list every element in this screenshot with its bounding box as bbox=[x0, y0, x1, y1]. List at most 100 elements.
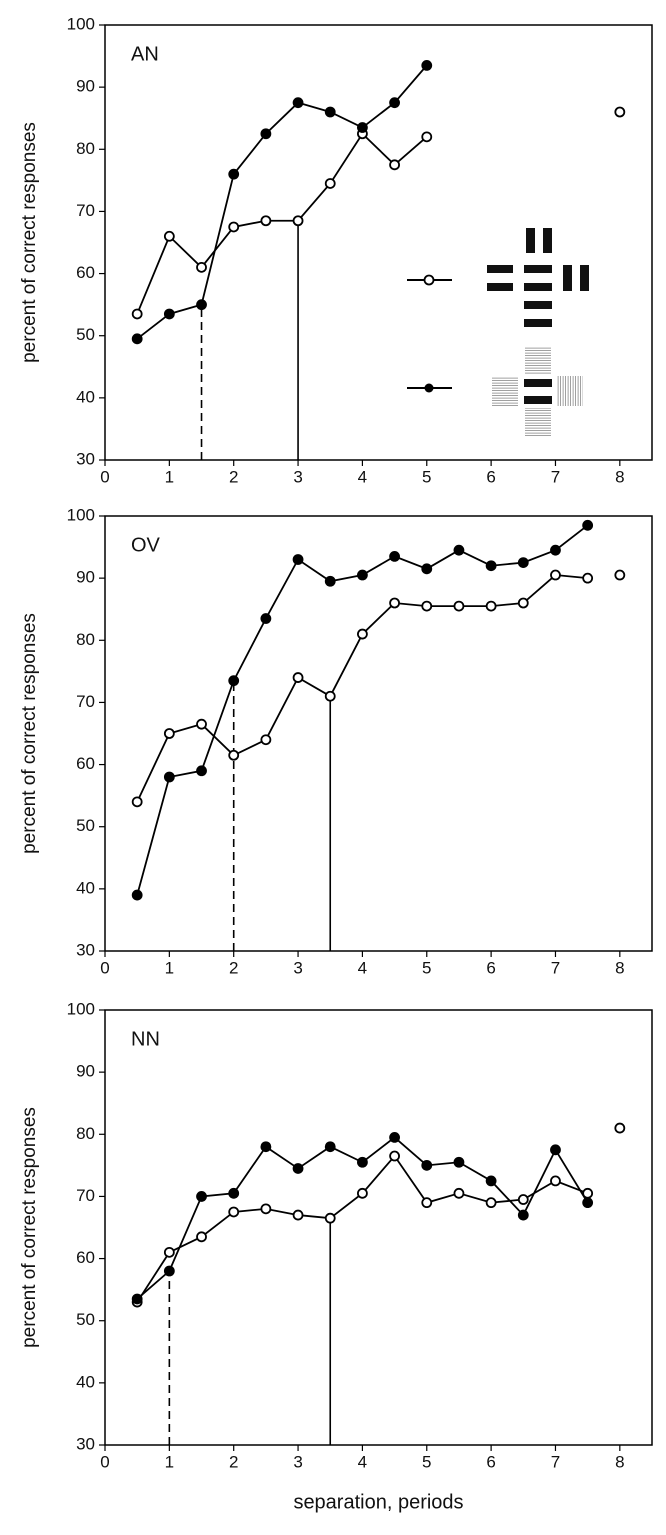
data-point bbox=[163, 308, 175, 320]
data-point bbox=[517, 1194, 529, 1205]
y-tick-label: 70 bbox=[76, 1186, 95, 1205]
data-point bbox=[421, 563, 433, 575]
data-point bbox=[550, 1175, 561, 1187]
data-point bbox=[453, 1156, 465, 1168]
y-tick-label: 90 bbox=[76, 1062, 95, 1081]
data-point bbox=[517, 557, 529, 569]
data-point bbox=[260, 613, 272, 624]
x-tick-label: 4 bbox=[358, 1452, 367, 1471]
data-point bbox=[357, 628, 368, 640]
data-point bbox=[292, 672, 304, 683]
panel-label: OV bbox=[131, 534, 161, 556]
x-tick-label: 1 bbox=[165, 467, 174, 486]
data-point bbox=[357, 1187, 368, 1199]
data-point bbox=[324, 106, 336, 118]
data-point bbox=[389, 1131, 400, 1143]
data-point bbox=[550, 1144, 561, 1156]
data-point bbox=[614, 106, 626, 118]
data-point bbox=[196, 261, 207, 273]
y-tick-label: 100 bbox=[67, 999, 95, 1018]
data-point bbox=[389, 597, 400, 609]
y-tick-label: 50 bbox=[76, 325, 95, 344]
data-point bbox=[453, 600, 465, 612]
data-point bbox=[324, 1141, 336, 1153]
y-tick-label: 40 bbox=[76, 387, 95, 406]
data-point bbox=[228, 675, 240, 687]
data-point bbox=[196, 718, 207, 730]
data-point bbox=[517, 1209, 529, 1221]
x-tick-label: 5 bbox=[422, 467, 431, 486]
data-point bbox=[131, 889, 143, 901]
data-point bbox=[485, 560, 497, 572]
x-tick-label: 4 bbox=[358, 467, 367, 486]
y-tick-label: 40 bbox=[76, 878, 95, 897]
x-tick-label: 6 bbox=[486, 958, 495, 977]
y-tick-label: 30 bbox=[76, 1434, 95, 1453]
y-tick-label: 50 bbox=[76, 816, 95, 835]
y-tick-label: 30 bbox=[76, 449, 95, 468]
x-tick-label: 8 bbox=[615, 467, 624, 486]
legend-marker bbox=[423, 274, 435, 286]
data-point bbox=[131, 1293, 143, 1305]
x-tick-label: 1 bbox=[165, 1452, 174, 1471]
data-point bbox=[550, 569, 561, 581]
x-tick-label: 5 bbox=[422, 1452, 431, 1471]
data-point bbox=[196, 299, 207, 311]
data-point bbox=[389, 550, 400, 562]
data-point bbox=[453, 544, 465, 556]
data-point bbox=[163, 728, 175, 739]
series-line bbox=[136, 524, 589, 896]
data-point bbox=[582, 519, 594, 531]
data-point bbox=[421, 1197, 433, 1209]
x-tick-label: 6 bbox=[486, 467, 495, 486]
data-point bbox=[260, 128, 272, 140]
y-tick-label: 100 bbox=[67, 14, 95, 33]
x-tick-label: 0 bbox=[100, 958, 109, 977]
y-tick-label: 100 bbox=[67, 505, 95, 524]
data-point bbox=[389, 159, 400, 171]
data-point bbox=[131, 308, 143, 320]
data-point bbox=[228, 1187, 240, 1199]
panel-label: AN bbox=[131, 43, 159, 65]
data-point bbox=[196, 1231, 207, 1243]
data-point bbox=[260, 215, 272, 227]
y-tick-label: 60 bbox=[76, 1248, 95, 1267]
y-tick-label: 80 bbox=[76, 630, 95, 649]
data-point bbox=[389, 1150, 400, 1162]
data-point bbox=[292, 97, 304, 109]
data-point bbox=[260, 1203, 272, 1215]
data-point bbox=[485, 1175, 497, 1187]
y-tick-label: 50 bbox=[76, 1310, 95, 1329]
data-point bbox=[260, 734, 272, 746]
data-point bbox=[292, 215, 304, 227]
y-tick-label: 90 bbox=[76, 77, 95, 96]
data-point bbox=[228, 1206, 240, 1218]
data-point bbox=[614, 1122, 626, 1134]
plot-frame bbox=[104, 1009, 653, 1446]
data-point bbox=[324, 1212, 336, 1224]
x-tick-label: 3 bbox=[293, 467, 302, 486]
data-point bbox=[228, 221, 240, 233]
series-line bbox=[136, 64, 428, 340]
x-tick-label: 7 bbox=[551, 467, 560, 486]
legend-icon bbox=[492, 346, 583, 436]
data-point bbox=[163, 1265, 175, 1277]
y-tick-label: 60 bbox=[76, 754, 95, 773]
legend bbox=[407, 228, 589, 436]
series-line bbox=[136, 1154, 588, 1303]
data-point bbox=[550, 544, 561, 556]
x-tick-label: 8 bbox=[615, 1452, 624, 1471]
data-point bbox=[357, 569, 368, 581]
data-point bbox=[582, 1197, 594, 1209]
data-point bbox=[292, 554, 304, 565]
data-point bbox=[228, 168, 240, 180]
y-tick-label: 70 bbox=[76, 692, 95, 711]
x-axis-label: separation, periods bbox=[293, 1491, 463, 1513]
x-tick-label: 7 bbox=[551, 1452, 560, 1471]
x-tick-label: 2 bbox=[229, 958, 238, 977]
data-point bbox=[228, 749, 240, 761]
x-tick-label: 2 bbox=[229, 467, 238, 486]
series-line bbox=[136, 132, 428, 315]
x-tick-label: 1 bbox=[165, 958, 174, 977]
